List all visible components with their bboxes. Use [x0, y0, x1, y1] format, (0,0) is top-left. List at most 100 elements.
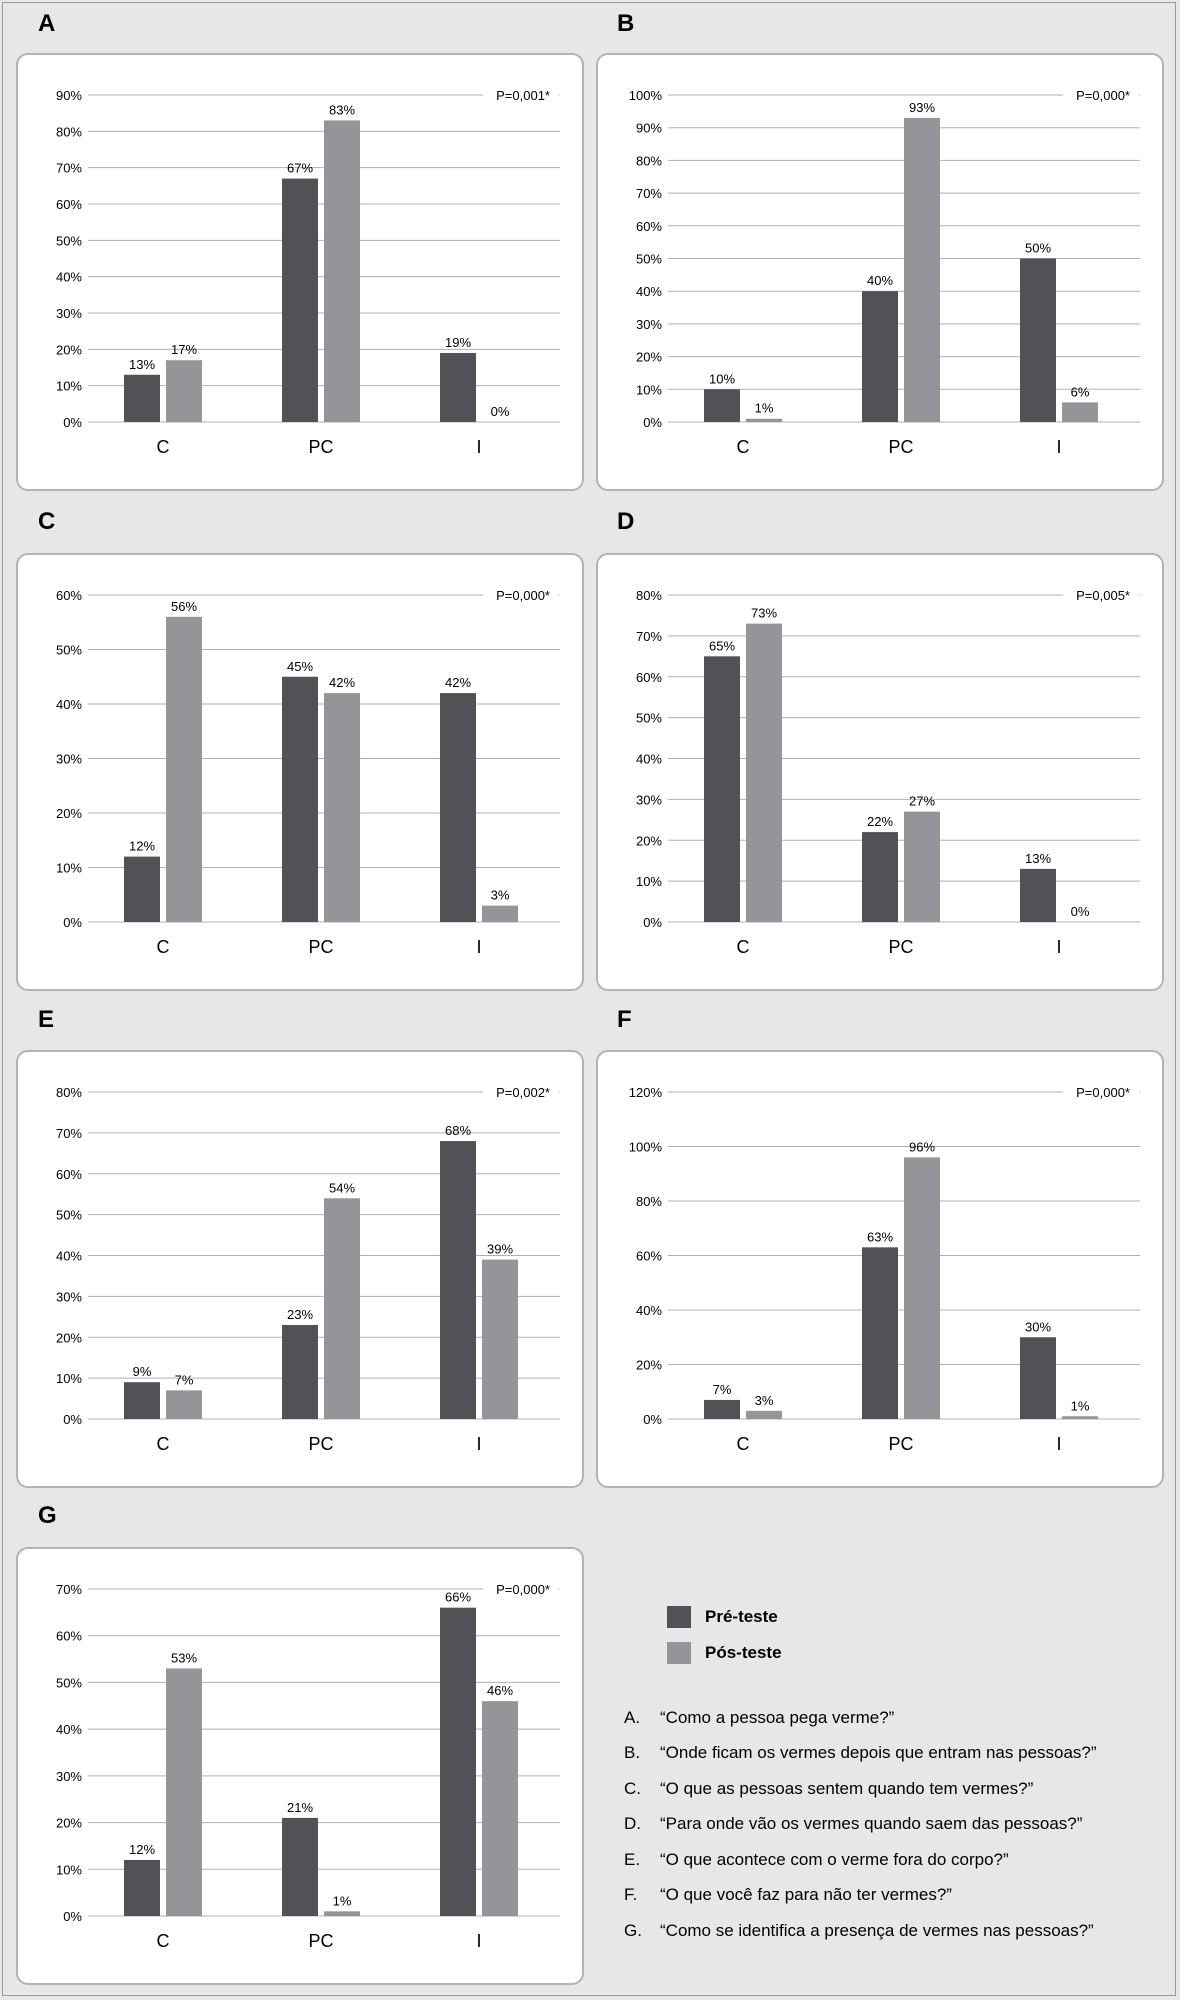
- y-tick-label: 40%: [56, 270, 82, 285]
- pvalue-bg: [483, 1083, 559, 1101]
- pvalue-bg: [483, 586, 559, 604]
- data-label: 42%: [445, 675, 471, 690]
- bar-post: [324, 1198, 360, 1419]
- data-label: 39%: [487, 1242, 513, 1257]
- y-tick-label: 20%: [56, 1816, 82, 1831]
- y-tick-label: 60%: [636, 1249, 662, 1264]
- data-label: 6%: [1071, 384, 1090, 399]
- x-tick-label: I: [476, 1434, 481, 1454]
- question-letter: A.: [624, 1707, 641, 1727]
- pvalue-bg: [1063, 86, 1139, 104]
- question-text: “O que as pessoas sentem quando tem verm…: [660, 1778, 1034, 1798]
- question-text: “Onde ficam os vermes depois que entram …: [660, 1743, 1097, 1763]
- y-tick-label: 40%: [636, 752, 662, 767]
- x-tick-label: PC: [308, 437, 333, 457]
- question-text: “O que acontece com o verme fora do corp…: [660, 1849, 1009, 1869]
- bar-pre: [440, 352, 476, 422]
- data-label: 66%: [445, 1590, 471, 1605]
- data-label: 93%: [909, 100, 935, 115]
- data-label: 3%: [755, 1393, 774, 1408]
- chart-panel-e: 0% 10% 20% 30% 40% 50% 60% 70% 80% P=0,002* 9% 7% C 2…: [16, 1050, 584, 1488]
- y-tick-label: 0%: [63, 1412, 82, 1427]
- y-tick-label: 60%: [636, 219, 662, 234]
- y-tick-label: 80%: [56, 124, 82, 139]
- bar-pre: [704, 656, 740, 922]
- data-label: 23%: [287, 1307, 313, 1322]
- data-label: 83%: [329, 102, 355, 117]
- y-tick-label: 0%: [63, 1909, 82, 1924]
- chart-f: 0% 20% 40% 60% 80% 100% 120% P=0,000* 7% 3% C 63% 96…: [629, 1083, 1140, 1454]
- y-tick-label: 10%: [56, 379, 82, 394]
- bar-post: [482, 1259, 518, 1419]
- panel-letter-c: C: [38, 508, 56, 535]
- panel-letter-g: G: [38, 1502, 57, 1529]
- question-list: A. “Como a pessoa pega verme?” B. “Onde fi…: [624, 1700, 1097, 1949]
- legend-swatch-pre: [667, 1606, 691, 1628]
- data-label: 0%: [1071, 904, 1090, 919]
- y-tick-label: 30%: [636, 792, 662, 807]
- data-label: 96%: [909, 1139, 935, 1154]
- bar-pre: [124, 374, 160, 422]
- chart-g: 0% 10% 20% 30% 40% 50% 60% 70% P=0,000* 12% 53% C 21…: [56, 1580, 560, 1951]
- x-tick-label: C: [737, 1434, 750, 1454]
- bar-post: [746, 623, 782, 922]
- chart-panel-b: 0% 10% 20% 30% 40% 50% 60% 70% 80% 90% 100% P=0,000…: [596, 53, 1164, 491]
- pvalue-bg: [483, 1580, 559, 1598]
- pvalue-label: P=0,000*: [1076, 88, 1130, 103]
- bar-pre: [282, 676, 318, 922]
- bar-pre: [124, 1382, 160, 1419]
- y-tick-label: 0%: [643, 1412, 662, 1427]
- y-tick-label: 20%: [636, 350, 662, 365]
- bar-post: [746, 418, 782, 422]
- y-tick-label: 70%: [56, 1582, 82, 1597]
- y-tick-label: 70%: [56, 1126, 82, 1141]
- x-tick-label: C: [157, 1931, 170, 1951]
- bar-post: [166, 1390, 202, 1419]
- data-label: 40%: [867, 273, 893, 288]
- legend-swatch-post: [667, 1642, 691, 1664]
- data-label: 50%: [1025, 241, 1051, 256]
- legend: Pré-teste Pós-teste: [667, 1599, 782, 1671]
- data-label: 22%: [867, 814, 893, 829]
- data-label: 68%: [445, 1123, 471, 1138]
- data-label: 19%: [445, 335, 471, 350]
- y-tick-label: 40%: [636, 284, 662, 299]
- y-tick-label: 60%: [636, 670, 662, 685]
- data-label: 56%: [171, 599, 197, 614]
- x-tick-label: PC: [888, 1434, 913, 1454]
- pvalue-label: P=0,005*: [1076, 588, 1130, 603]
- y-tick-label: 120%: [629, 1085, 663, 1100]
- bar-post: [1062, 402, 1098, 422]
- data-label: 45%: [287, 659, 313, 674]
- bar-post: [904, 1157, 940, 1419]
- y-tick-label: 20%: [56, 1330, 82, 1345]
- x-tick-label: PC: [308, 937, 333, 957]
- bar-pre: [1020, 868, 1056, 922]
- y-tick-label: 40%: [636, 1303, 662, 1318]
- data-label: 17%: [171, 342, 197, 357]
- y-tick-label: 20%: [56, 806, 82, 821]
- bar-post: [324, 120, 360, 422]
- question-item: D. “Para onde vão os vermes quando saem d…: [624, 1807, 1097, 1843]
- bar-pre: [1020, 258, 1056, 422]
- y-tick-label: 60%: [56, 1167, 82, 1182]
- bar-pre: [704, 1399, 740, 1419]
- bar-pre: [282, 1324, 318, 1419]
- data-label: 13%: [129, 357, 155, 372]
- x-tick-label: C: [737, 937, 750, 957]
- bar-pre: [704, 389, 740, 422]
- data-label: 53%: [171, 1650, 197, 1665]
- y-tick-label: 80%: [636, 153, 662, 168]
- x-tick-label: I: [476, 437, 481, 457]
- panel-letter-b: B: [617, 10, 635, 37]
- data-label: 1%: [755, 401, 774, 416]
- bar-pre: [124, 856, 160, 922]
- bar-post: [482, 905, 518, 922]
- legend-item-post: Pós-teste: [667, 1635, 782, 1671]
- y-tick-label: 100%: [629, 88, 663, 103]
- chart-panel-g: 0% 10% 20% 30% 40% 50% 60% 70% P=0,000* 12% 53% C 21…: [16, 1547, 584, 1985]
- question-text: “Para onde vão os vermes quando saem das…: [660, 1814, 1083, 1834]
- bar-pre: [124, 1859, 160, 1916]
- y-tick-label: 50%: [56, 233, 82, 248]
